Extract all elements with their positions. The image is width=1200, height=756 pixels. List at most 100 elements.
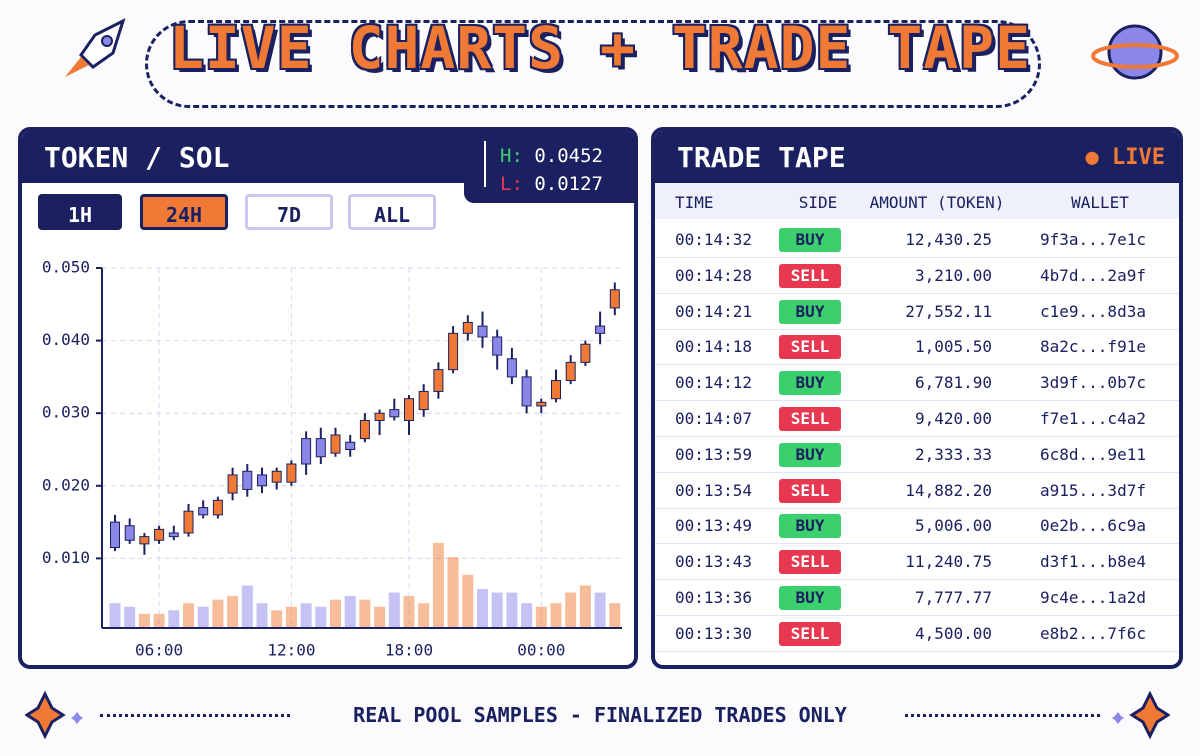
trade-time: 00:14:21 (675, 301, 753, 321)
side-badge: BUY (779, 371, 841, 396)
rocket-icon (65, 18, 126, 77)
trade-amount: 27,552.11 (905, 301, 992, 321)
trade-amount: 4,500.00 (914, 623, 992, 643)
footer-text: REAL POOL SAMPLES - FINALIZED TRADES ONL… (353, 703, 847, 727)
volume-bar (285, 606, 297, 628)
volume-bar (565, 592, 577, 628)
candle-body (551, 380, 561, 400)
volume-bar (330, 599, 341, 628)
volume-bar (344, 596, 356, 628)
trade-amount: 2,333.33 (914, 444, 992, 464)
trade-time: 00:13:36 (675, 588, 753, 607)
volume-bar (300, 603, 312, 628)
candle-body (462, 321, 473, 334)
table-header-bg (655, 183, 1179, 219)
candle-body (448, 332, 459, 371)
trade-row: 00:14:32 BUY 12,430.25 9f3a...7e1c (655, 223, 1179, 258)
trade-amount: 3,210.00 (914, 265, 992, 285)
trade-amount: 11,240.75 (905, 552, 992, 572)
candle-body (154, 528, 165, 541)
trade-wallet: e8b2...7f6c (1040, 623, 1146, 643)
trade-row: 00:13:49 BUY 5,006.00 0e2b...6c9a (655, 509, 1179, 545)
candle-body (565, 361, 576, 382)
candle-body (536, 401, 547, 407)
high-label: H: (500, 145, 523, 167)
trade-time: 00:13:30 (675, 623, 753, 643)
y-tick-label: 0.030 (42, 403, 90, 422)
low-label: L: (500, 173, 523, 195)
volume-bar (388, 592, 400, 628)
footer-dots (905, 714, 1100, 717)
column-header: WALLET (1071, 193, 1129, 212)
low-value: 0.0127 (534, 173, 603, 195)
volume-bar (212, 599, 224, 628)
volume-bar (418, 603, 430, 628)
side-badge: SELL (779, 621, 841, 646)
trade-tape-panel: TRADE TAPE ● LIVE TIME SIDE AMOUNT (TOKEN)… (651, 127, 1183, 669)
trade-tape-header: TRADE TAPE ● LIVE (655, 131, 1179, 183)
volume-bar (594, 592, 606, 628)
divider (484, 141, 486, 187)
volume-bar (359, 599, 371, 628)
trade-amount: 6,781.90 (914, 373, 992, 393)
range-button[interactable]: 1H (38, 194, 122, 230)
trade-amount: 9,420.00 (914, 409, 992, 428)
candle-body (183, 510, 194, 534)
trade-row: 00:14:28 SELL 3,210.00 4b7d...2a9f (655, 259, 1179, 294)
volume-bar (271, 610, 283, 628)
range-button[interactable]: 7D (245, 194, 333, 230)
volume-bar (168, 610, 180, 628)
trade-row: 00:13:36 BUY 7,777.77 9c4e...1a2d (655, 581, 1179, 616)
candle-body (492, 336, 503, 356)
trade-time: 00:13:49 (675, 516, 753, 536)
high-value: 0.0452 (534, 145, 603, 167)
candle-body (345, 441, 356, 450)
side-badge: BUY (779, 299, 841, 324)
footer-dots (100, 714, 290, 717)
side-badge: BUY (779, 442, 841, 467)
trade-wallet: 8a2c...f91e (1040, 337, 1146, 357)
low: L: 0.0127 (500, 173, 603, 195)
volume-bar (403, 596, 415, 628)
side-badge: BUY (779, 586, 841, 610)
volume-bar (462, 574, 474, 628)
candle-body (212, 499, 223, 516)
candle-body (580, 343, 591, 363)
candle-body (271, 470, 282, 483)
candle-body (301, 438, 312, 465)
candle-body (227, 474, 238, 494)
trade-wallet: f7e1...c4a2 (1040, 409, 1146, 428)
volume-bar (197, 606, 209, 628)
volume-bar (477, 589, 488, 628)
volume-bar (241, 585, 253, 628)
trade-row: 00:13:54 SELL 14,882.20 a915...3d7f (655, 474, 1179, 509)
range-button[interactable]: 24H (140, 194, 228, 230)
trade-time: 00:13:54 (675, 480, 753, 500)
candle-body (418, 390, 429, 411)
pair-title: TOKEN / SOL (44, 141, 230, 174)
volume-bar (227, 596, 239, 628)
live-text: LIVE (1112, 145, 1165, 170)
volume-bar (374, 606, 386, 628)
trade-wallet: d3f1...b8e4 (1040, 552, 1146, 572)
column-header: TIME (675, 193, 714, 212)
volume-bar (550, 603, 562, 628)
candle-body (110, 521, 120, 549)
x-tick-label: 06:00 (135, 641, 183, 660)
trade-wallet: a915...3d7f (1040, 480, 1146, 500)
volume-bar (315, 606, 327, 628)
range-button[interactable]: ALL (348, 194, 436, 230)
y-tick-label: 0.040 (42, 330, 90, 349)
candlestick-chart: 0.010 0.020 0.030 0.040 0.050 06:00 12:00 18:00… (42, 258, 622, 660)
trade-row: 00:14:21 BUY 27,552.11 c1e9...8d3a (655, 295, 1179, 330)
volume-bar (153, 613, 165, 628)
trade-time: 00:14:32 (675, 230, 753, 249)
candle-body (359, 419, 370, 440)
side-badge: BUY (779, 514, 841, 539)
trade-amount: 1,005.50 (914, 337, 992, 357)
trade-row: 00:13:43 SELL 11,240.75 d3f1...b8e4 (655, 545, 1179, 581)
volume-bar (124, 606, 136, 628)
trade-wallet: 3d9f...0b7c (1040, 373, 1146, 393)
tape-title: TRADE TAPE (677, 141, 846, 174)
